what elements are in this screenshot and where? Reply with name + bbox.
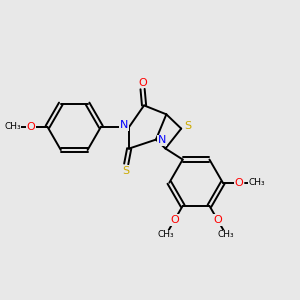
Text: O: O: [138, 77, 147, 88]
Text: CH₃: CH₃: [218, 230, 235, 239]
Text: CH₃: CH₃: [4, 122, 21, 131]
Text: O: O: [235, 178, 244, 188]
Text: O: O: [27, 122, 35, 132]
Text: O: O: [213, 215, 222, 225]
Text: N: N: [120, 120, 128, 130]
Text: S: S: [123, 166, 130, 176]
Text: S: S: [184, 121, 191, 131]
Text: O: O: [170, 215, 179, 225]
Text: CH₃: CH₃: [248, 178, 265, 187]
Text: CH₃: CH₃: [158, 230, 174, 239]
Text: N: N: [158, 135, 166, 145]
